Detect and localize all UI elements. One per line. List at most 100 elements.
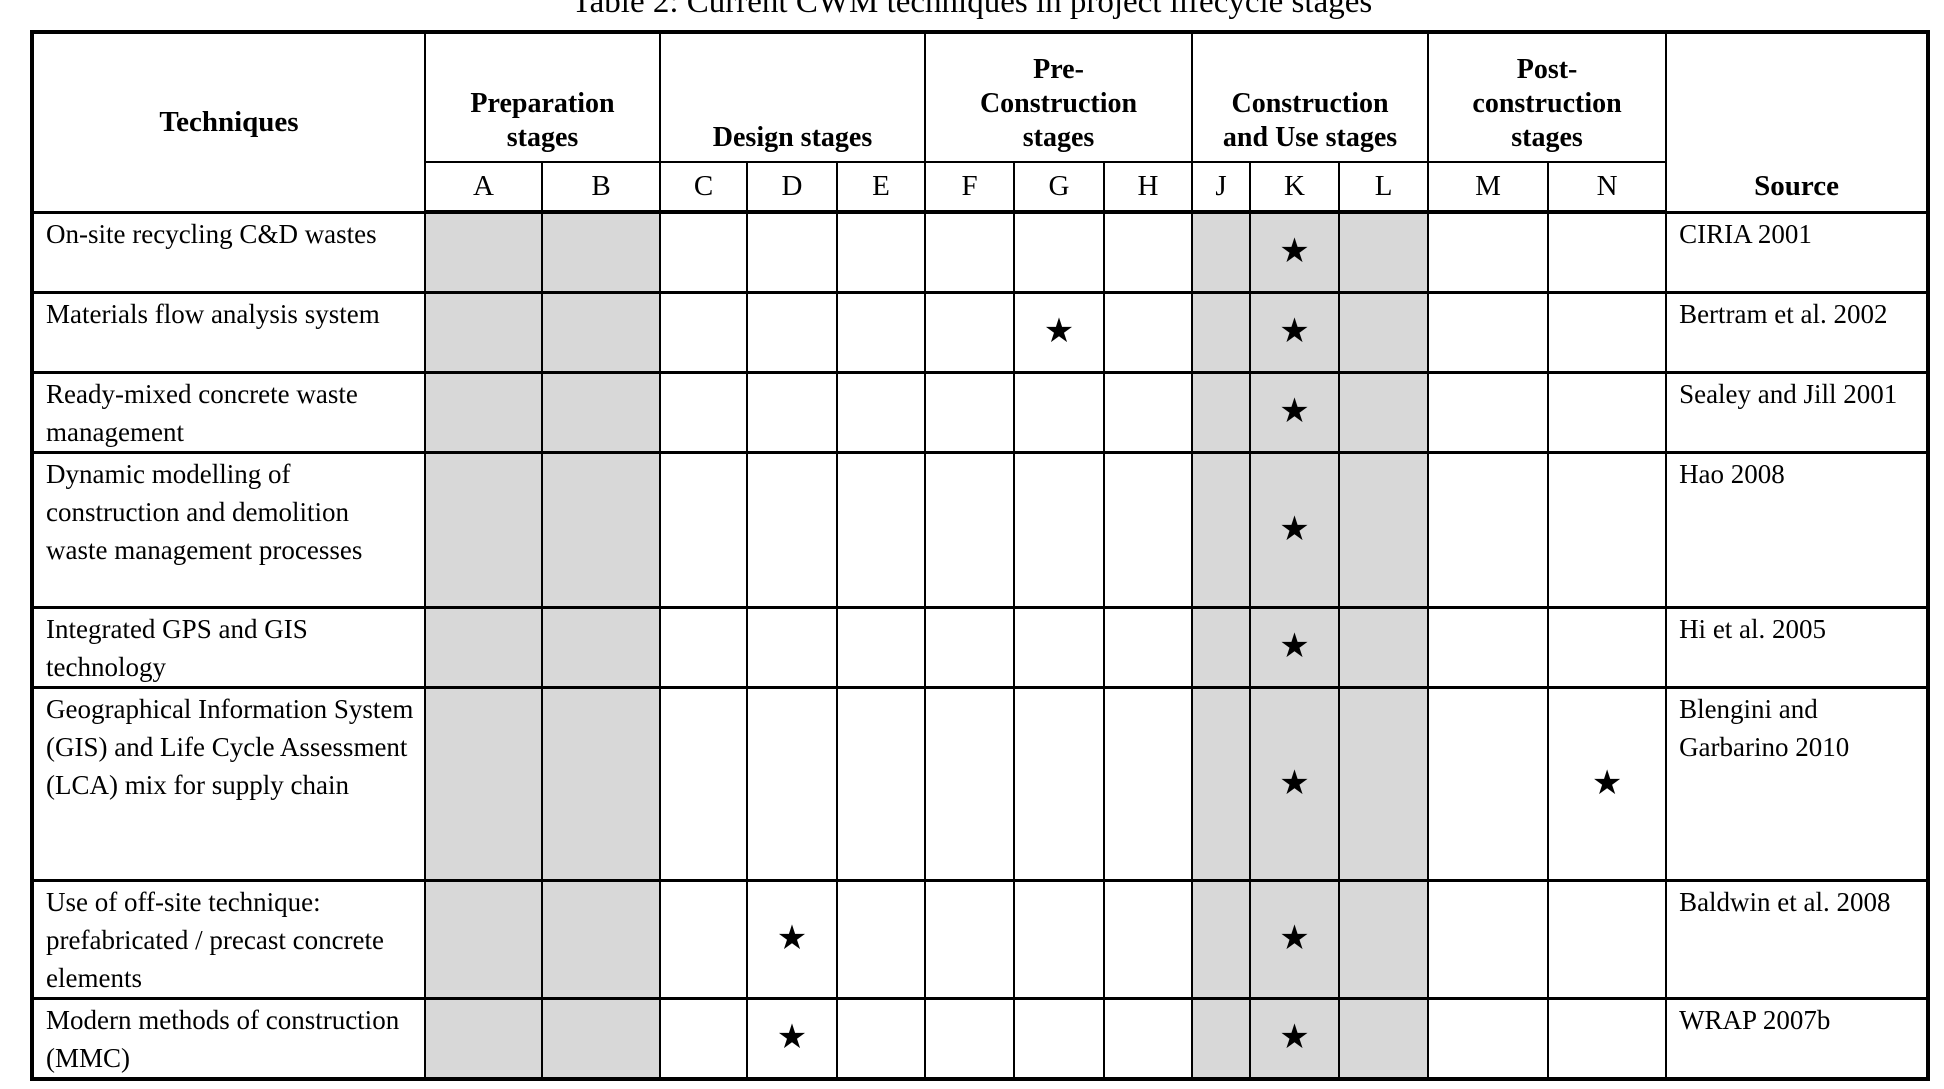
stage-cell-h (1103, 878, 1194, 1000)
group-header-post-construction: Post-construction stages (1427, 31, 1668, 163)
stage-cell-c (659, 878, 748, 1000)
stage-cell-j (1191, 210, 1252, 294)
stage-cell-b (541, 210, 661, 294)
stage-cell-d (746, 210, 838, 294)
stage-cell-h (1103, 290, 1194, 374)
stage-cell-a (424, 878, 543, 1000)
stage-cell-a (424, 450, 543, 609)
techniques-header: Techniques (31, 31, 426, 213)
stage-cell-j (1191, 370, 1252, 454)
stage-cell-a (424, 290, 543, 374)
stage-cell-g: ★ (1013, 290, 1106, 374)
stage-cell-g (1013, 370, 1106, 454)
stage-cell-j (1191, 685, 1252, 882)
stage-cell-f (924, 878, 1016, 1000)
stage-cell-g (1013, 996, 1106, 1080)
stage-cell-m (1427, 290, 1550, 374)
stage-column-n: N (1547, 161, 1668, 214)
stage-cell-e (835, 210, 927, 294)
stage-cell-c (659, 605, 748, 689)
stage-cell-b (541, 878, 661, 1000)
stage-cell-k: ★ (1249, 210, 1341, 294)
source-cell: Blengini and Garbarino 2010 (1665, 685, 1930, 882)
stage-cell-h (1103, 210, 1194, 294)
stage-cell-a (424, 996, 543, 1080)
stage-cell-b (541, 370, 661, 454)
table-row: Ready-mixed concrete waste management ★ … (31, 370, 1930, 454)
stage-cell-f (924, 370, 1016, 454)
stage-cell-b (541, 996, 661, 1080)
table-row: Modern methods of construction (MMC) ★ ★… (31, 996, 1930, 1080)
stage-cell-a (424, 210, 543, 294)
stage-cell-k: ★ (1249, 450, 1341, 609)
group-header-construction-use-label: Construction and Use stages (1222, 88, 1398, 153)
stage-cell-j (1191, 878, 1252, 1000)
stage-cell-h (1103, 605, 1194, 689)
stage-cell-m (1427, 996, 1550, 1080)
group-header-preparation-label: Preparation stages (470, 88, 615, 153)
table-row: Materials flow analysis system ★ ★ Bertr… (31, 290, 1930, 374)
stage-cell-m (1427, 210, 1550, 294)
technique-cell: Modern methods of construction (MMC) (31, 996, 426, 1080)
stage-cell-j (1191, 450, 1252, 609)
source-cell: Hao 2008 (1665, 450, 1930, 609)
stage-cell-l (1338, 685, 1430, 882)
technique-cell: Dynamic modelling of construction and de… (31, 450, 426, 609)
stage-column-l: L (1338, 161, 1430, 214)
technique-cell: Geographical Information System (GIS) an… (31, 685, 426, 882)
stage-column-h: H (1103, 161, 1194, 214)
stage-cell-f (924, 685, 1016, 882)
stage-cell-c (659, 996, 748, 1080)
stage-cell-h (1103, 450, 1194, 609)
stage-cell-c (659, 370, 748, 454)
stage-cell-g (1013, 685, 1106, 882)
stage-cell-j (1191, 290, 1252, 374)
stage-cell-m (1427, 605, 1550, 689)
stage-cell-n (1547, 450, 1668, 609)
stage-cell-m (1427, 878, 1550, 1000)
stage-cell-j (1191, 605, 1252, 689)
source-cell: Sealey and Jill 2001 (1665, 370, 1930, 454)
stage-cell-b (541, 605, 661, 689)
stage-cell-k: ★ (1249, 605, 1341, 689)
stage-cell-g (1013, 210, 1106, 294)
stage-cell-k: ★ (1249, 878, 1341, 1000)
stage-cell-k: ★ (1249, 685, 1341, 882)
stage-cell-e (835, 370, 927, 454)
table-row: Use of off-site technique: prefabricated… (31, 878, 1930, 1000)
stage-cell-n: ★ (1547, 685, 1668, 882)
stage-cell-n (1547, 996, 1668, 1080)
source-cell: Baldwin et al. 2008 (1665, 878, 1930, 1000)
stage-cell-e (835, 450, 927, 609)
stage-cell-c (659, 210, 748, 294)
stage-cell-l (1338, 996, 1430, 1080)
stage-cell-c (659, 685, 748, 882)
table-row: Dynamic modelling of construction and de… (31, 450, 1930, 609)
stage-cell-l (1338, 290, 1430, 374)
technique-cell: On-site recycling C&D wastes (31, 210, 426, 294)
source-cell: Bertram et al. 2002 (1665, 290, 1930, 374)
source-header: Source (1665, 31, 1930, 213)
stage-cell-h (1103, 685, 1194, 882)
group-header-preparation: Preparation stages (424, 31, 661, 163)
stage-cell-e (835, 685, 927, 882)
stage-cell-h (1103, 370, 1194, 454)
stage-cell-b (541, 685, 661, 882)
table-row: Geographical Information System (GIS) an… (31, 685, 1930, 882)
stage-cell-k: ★ (1249, 996, 1341, 1080)
technique-cell: Ready-mixed concrete waste management (31, 370, 426, 454)
stage-cell-a (424, 685, 543, 882)
stage-cell-n (1547, 290, 1668, 374)
stage-cell-e (835, 996, 927, 1080)
stage-cell-f (924, 210, 1016, 294)
stage-cell-l (1338, 370, 1430, 454)
stage-column-g: G (1013, 161, 1106, 214)
stage-cell-d (746, 605, 838, 689)
stage-cell-l (1338, 605, 1430, 689)
stage-cell-l (1338, 210, 1430, 294)
stage-column-b: B (541, 161, 661, 214)
group-header-pre-construction: Pre-Construction stages (924, 31, 1194, 163)
group-header-design: Design stages (658, 31, 927, 163)
header-letter-row: A B C D E F G H J K L M N (32, 161, 1928, 214)
stage-cell-f (924, 450, 1016, 609)
